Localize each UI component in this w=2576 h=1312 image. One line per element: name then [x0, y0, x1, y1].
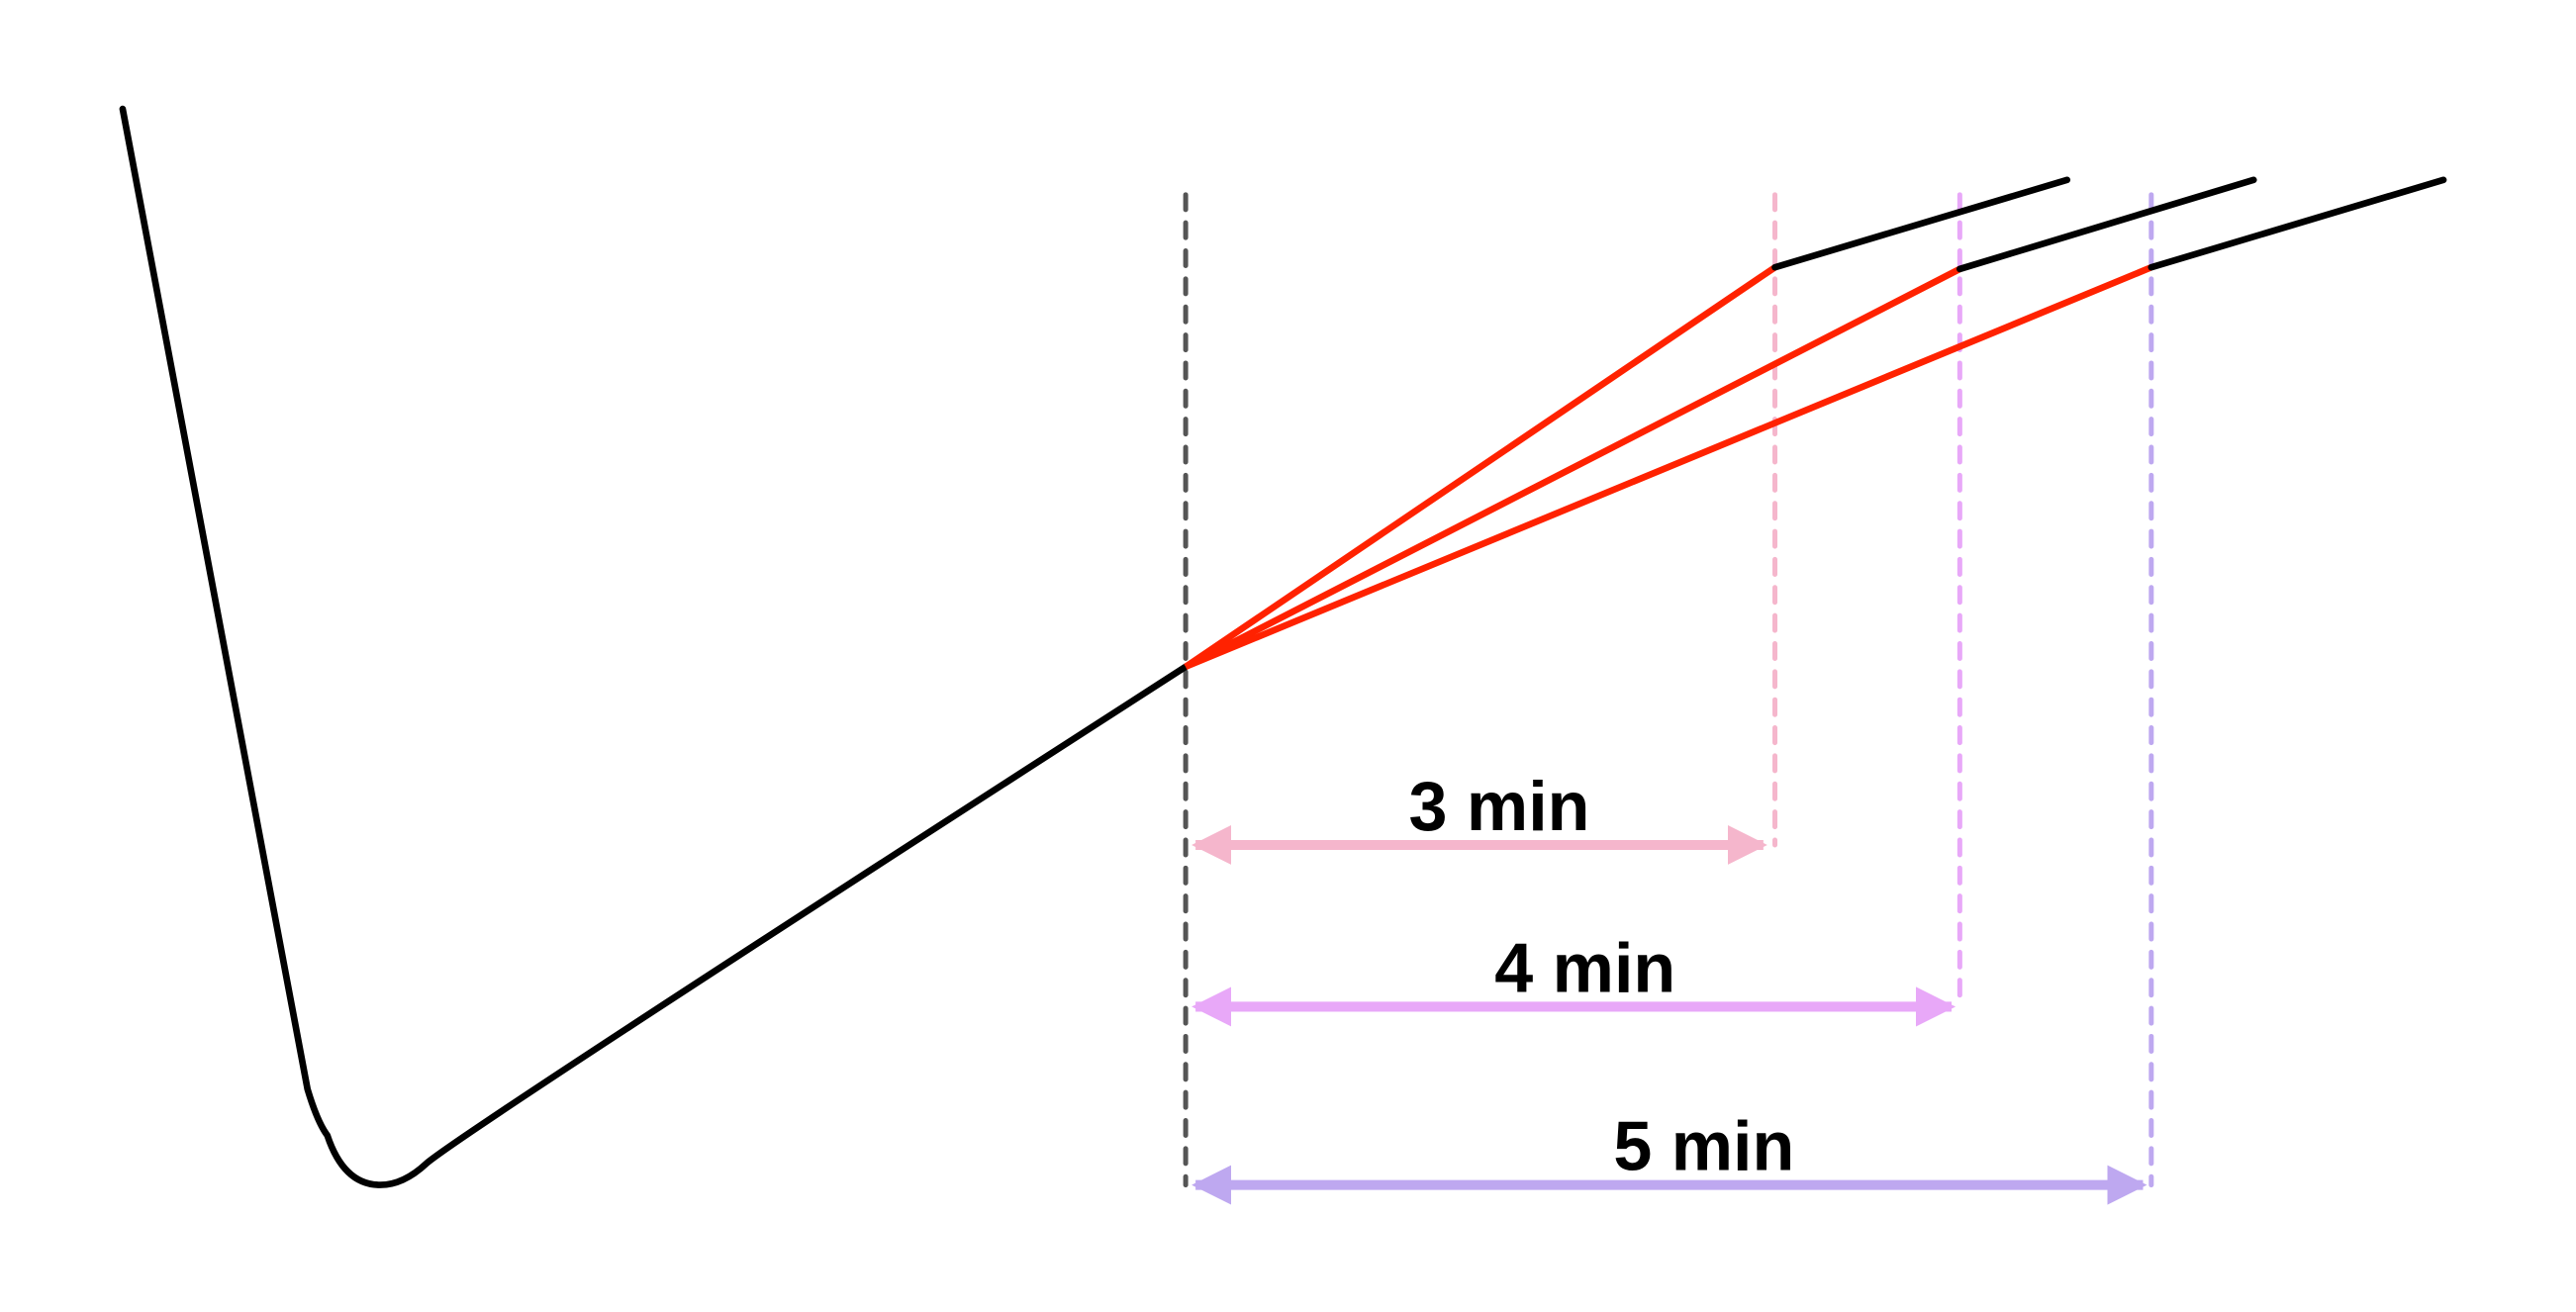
continuation-3 — [1771, 176, 2071, 271]
fan-line-3 — [1184, 264, 1777, 670]
continuation-5 — [2147, 176, 2447, 271]
fan-line-4 — [1184, 265, 1961, 670]
interval-3-label: 3 min — [1409, 768, 1590, 845]
main-curve — [119, 105, 1190, 1188]
interval-4-label: 4 min — [1494, 929, 1675, 1006]
interval-5-label: 5 min — [1613, 1108, 1794, 1185]
fan-line-5 — [1184, 264, 2153, 670]
continuation-4 — [1956, 176, 2257, 273]
